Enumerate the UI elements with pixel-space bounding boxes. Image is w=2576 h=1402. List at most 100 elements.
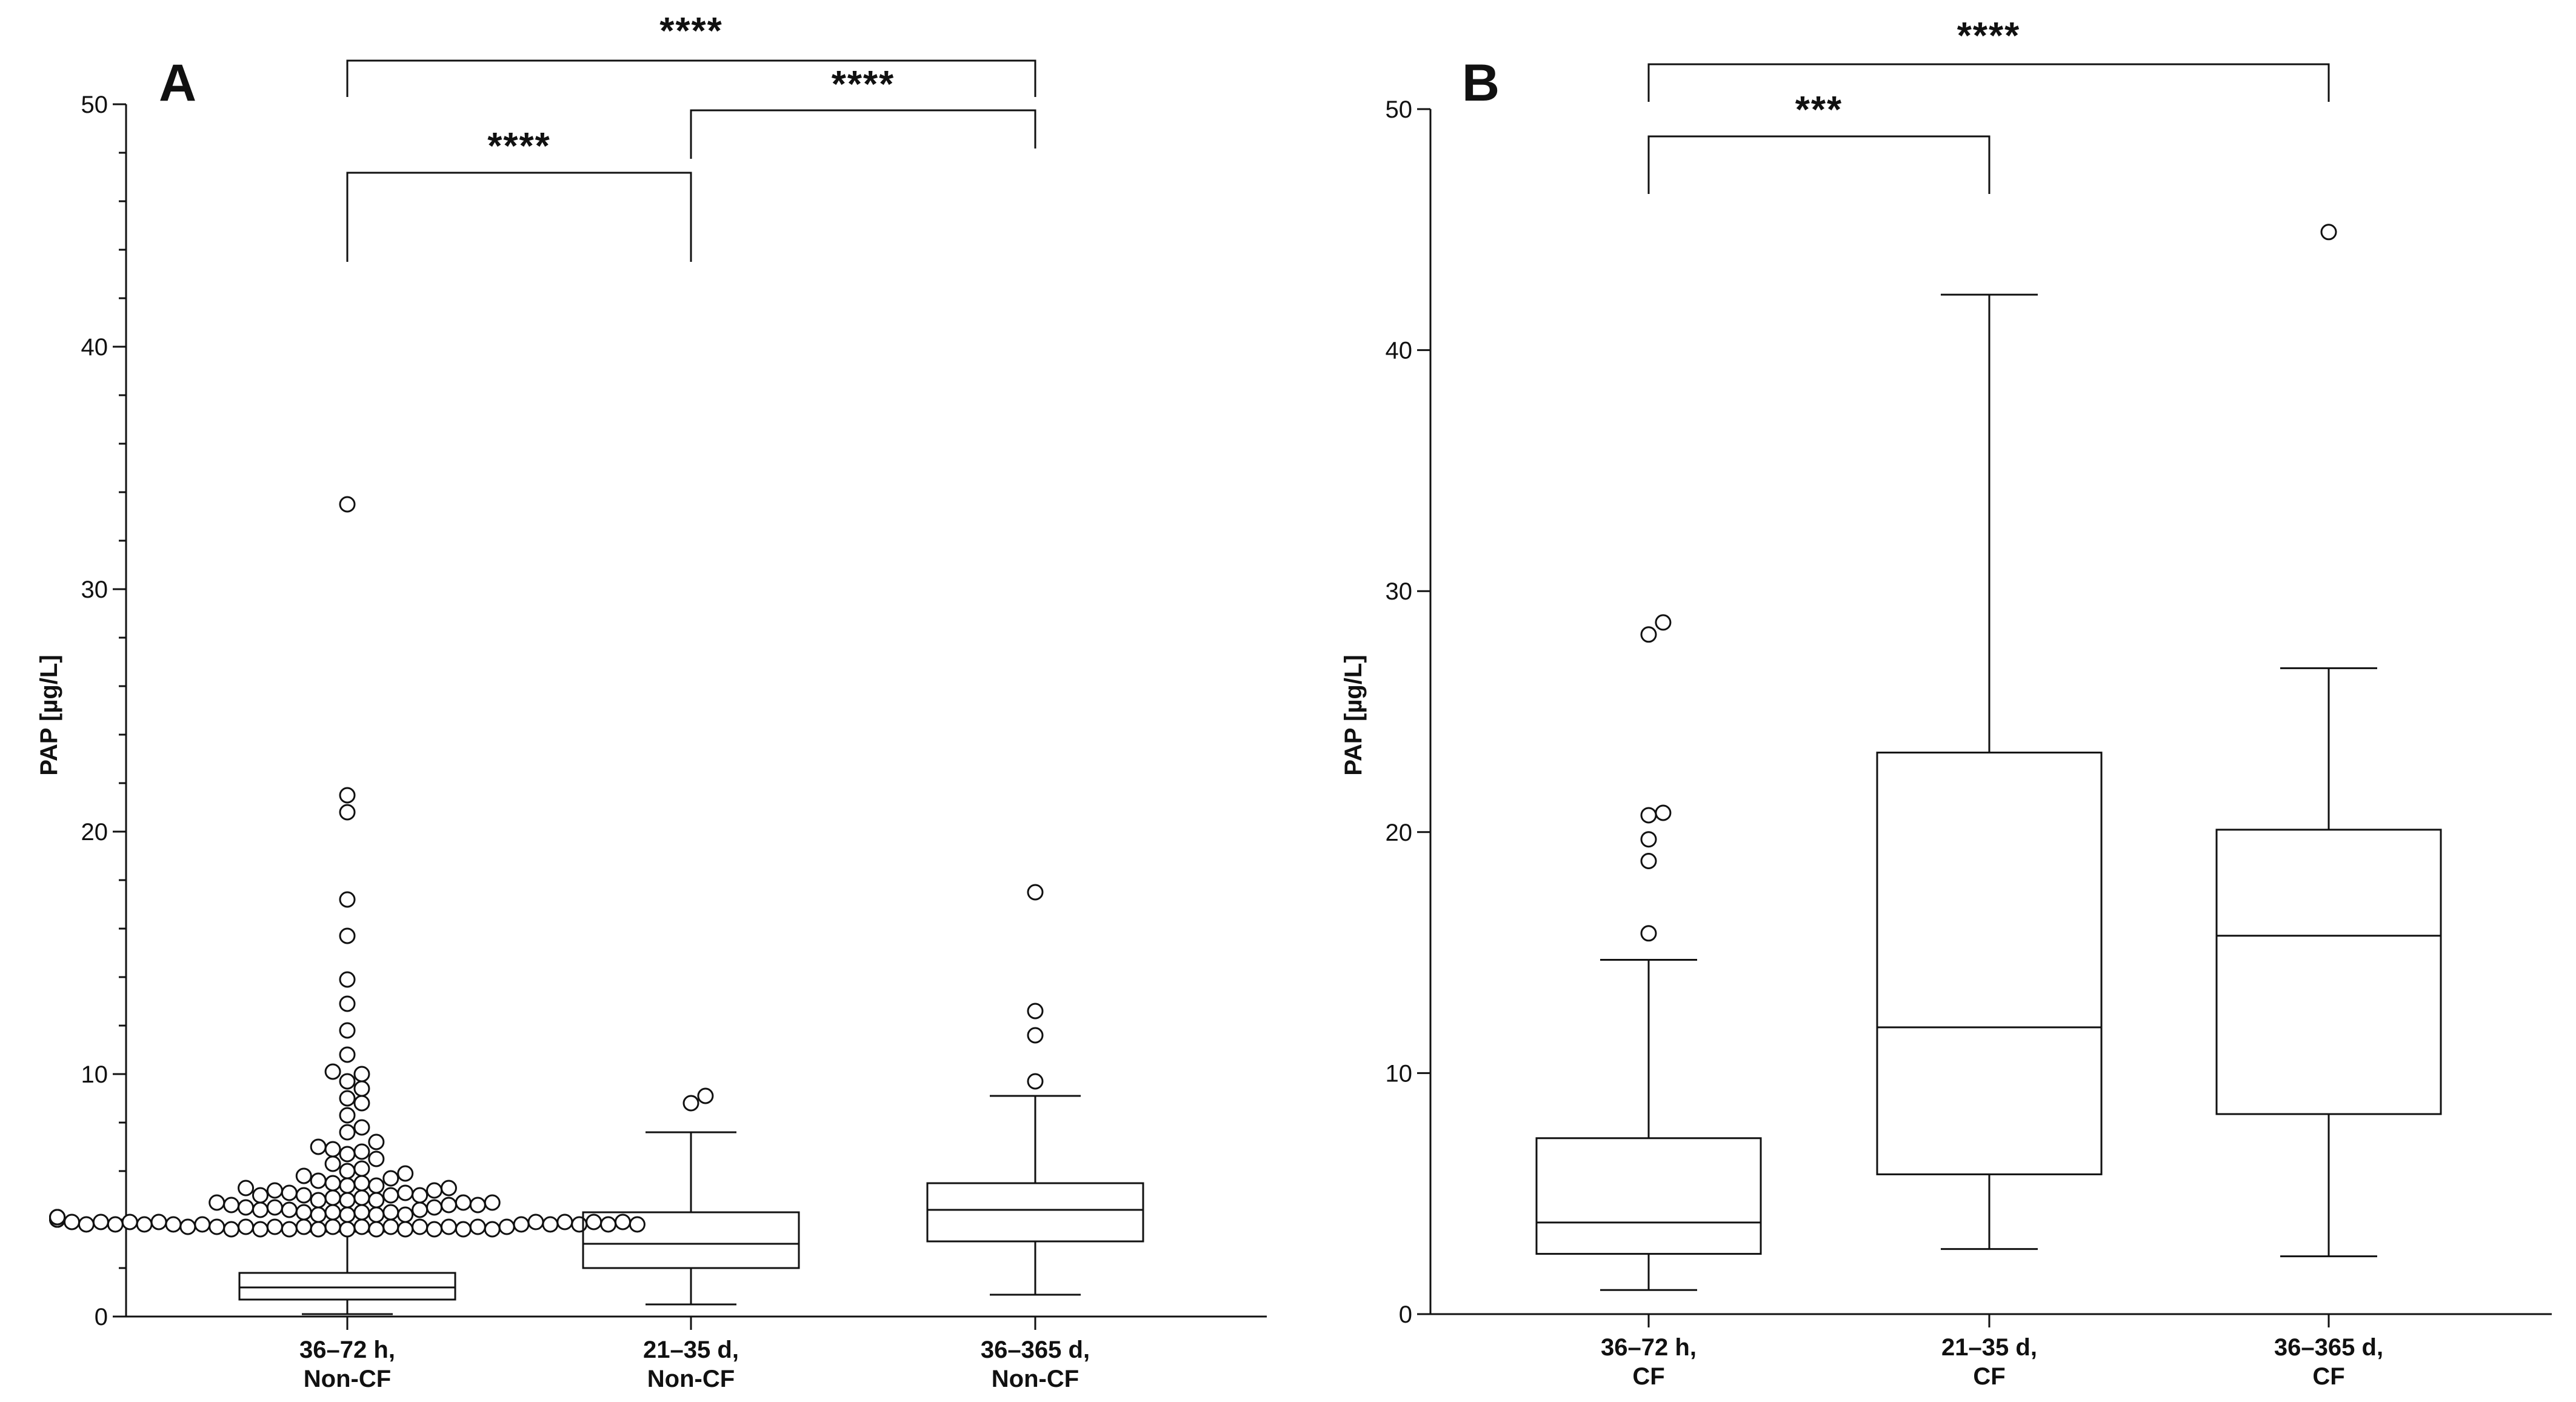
panel-b-y-axis-title: PAP [µg/L] xyxy=(1340,655,1367,775)
outlier-point xyxy=(1640,853,1657,870)
panel-b-letter: B xyxy=(1462,54,1500,112)
y-tick-label: 30 xyxy=(1386,578,1413,605)
outlier-point xyxy=(397,1165,414,1182)
panel-a-plot-area: 0 10 20 30 40 50 36–72 h, Non-CF 21–35 d, Non-CF 3… xyxy=(49,10,1267,1392)
outlier-point xyxy=(368,1192,385,1209)
outlier-point xyxy=(339,971,356,988)
outlier-point xyxy=(368,1221,385,1238)
box-iqr xyxy=(582,1211,800,1269)
x-category-label: 36–72 h, CF xyxy=(1601,1334,1697,1390)
y-tick-label: 30 xyxy=(81,576,108,603)
outlier-point xyxy=(339,496,356,513)
outlier-point xyxy=(353,1066,370,1083)
outlier-point xyxy=(469,1197,486,1213)
outlier-point xyxy=(339,1124,356,1141)
outlier-point xyxy=(281,1221,298,1238)
outlier-point xyxy=(252,1187,269,1204)
outlier-point xyxy=(368,1177,385,1194)
outlier-point xyxy=(223,1221,240,1238)
outlier-point xyxy=(324,1155,341,1172)
outlier-point xyxy=(295,1218,312,1235)
outlier-point xyxy=(368,1206,385,1223)
outlier-point xyxy=(310,1138,327,1155)
bracket-line xyxy=(1647,135,1990,194)
outlier-point xyxy=(339,1146,356,1163)
box-group xyxy=(49,496,646,1315)
outlier-point xyxy=(353,1119,370,1136)
outlier-point xyxy=(324,1189,341,1206)
outlier-point xyxy=(1655,804,1672,821)
outlier-point xyxy=(498,1218,515,1235)
box-iqr xyxy=(1876,752,2103,1175)
outlier-point xyxy=(78,1216,95,1233)
outlier-point xyxy=(600,1216,617,1233)
outlier-point xyxy=(697,1087,714,1104)
y-tick-label: 0 xyxy=(95,1304,108,1330)
outlier-point xyxy=(412,1218,429,1235)
panel-a-letter: A xyxy=(159,54,196,112)
outlier-point xyxy=(368,1133,385,1150)
outlier-point xyxy=(556,1213,573,1230)
outlier-point xyxy=(542,1216,559,1233)
outlier-point xyxy=(324,1218,341,1235)
outlier-point xyxy=(310,1206,327,1223)
outlier-point xyxy=(571,1216,588,1233)
panel-b-plot-area: 0 10 20 30 40 50 36–72 h, CF 21–35 d, CF 36–365 d,… xyxy=(1386,15,2552,1390)
outlier-point xyxy=(238,1199,255,1216)
outlier-point xyxy=(426,1199,443,1216)
outlier-point xyxy=(1027,1073,1044,1090)
outlier-point xyxy=(1027,884,1044,901)
significance-bracket: *** xyxy=(1647,89,1990,194)
outlier-point xyxy=(629,1216,646,1233)
x-category-label: 36–365 d, CF xyxy=(2274,1334,2383,1390)
outlier-point xyxy=(107,1216,124,1233)
outlier-point xyxy=(339,1046,356,1063)
y-tick-label: 10 xyxy=(81,1061,108,1088)
significance-label: **** xyxy=(1957,15,2021,57)
outlier-point xyxy=(324,1141,341,1158)
significance-label: *** xyxy=(1795,89,1843,131)
outlier-point xyxy=(339,1177,356,1194)
outlier-point xyxy=(1655,614,1672,631)
outlier-point xyxy=(614,1213,631,1230)
box-group xyxy=(2215,224,2442,1258)
outlier-point xyxy=(2320,224,2337,241)
y-tick-label: 40 xyxy=(1386,338,1413,364)
outlier-point xyxy=(339,1192,356,1209)
y-tick-label: 10 xyxy=(1386,1060,1413,1087)
outlier-point xyxy=(1027,1003,1044,1020)
outlier-point xyxy=(455,1194,472,1211)
outlier-point xyxy=(353,1080,370,1097)
box-iqr xyxy=(1535,1137,1762,1255)
box-iqr xyxy=(926,1182,1144,1243)
outlier-point xyxy=(121,1213,138,1230)
box-group xyxy=(1535,614,1762,1291)
outlier-point xyxy=(339,787,356,804)
outlier-point xyxy=(353,1143,370,1160)
outlier-point xyxy=(426,1221,443,1238)
outlier-point xyxy=(484,1221,501,1238)
outlier-point xyxy=(324,1063,341,1080)
outlier-point xyxy=(353,1204,370,1221)
box-iqr xyxy=(238,1272,456,1301)
outlier-point xyxy=(310,1221,327,1238)
outlier-point xyxy=(194,1216,211,1233)
outlier-point xyxy=(527,1213,544,1230)
outlier-point xyxy=(49,1209,66,1226)
outlier-point xyxy=(1640,626,1657,643)
box-iqr xyxy=(2215,829,2442,1115)
bracket-line xyxy=(690,109,1036,159)
outlier-point xyxy=(310,1192,327,1209)
outlier-point xyxy=(455,1221,472,1238)
outlier-point xyxy=(266,1182,283,1199)
outlier-point xyxy=(92,1213,109,1230)
outlier-point xyxy=(324,1204,341,1221)
outlier-point xyxy=(382,1170,399,1187)
outlier-point xyxy=(339,804,356,821)
x-category-label: 21–35 d, Non-CF xyxy=(643,1337,739,1392)
outlier-point xyxy=(339,1206,356,1223)
outlier-point xyxy=(209,1218,225,1235)
outlier-point xyxy=(586,1213,602,1230)
box-group xyxy=(926,884,1144,1296)
